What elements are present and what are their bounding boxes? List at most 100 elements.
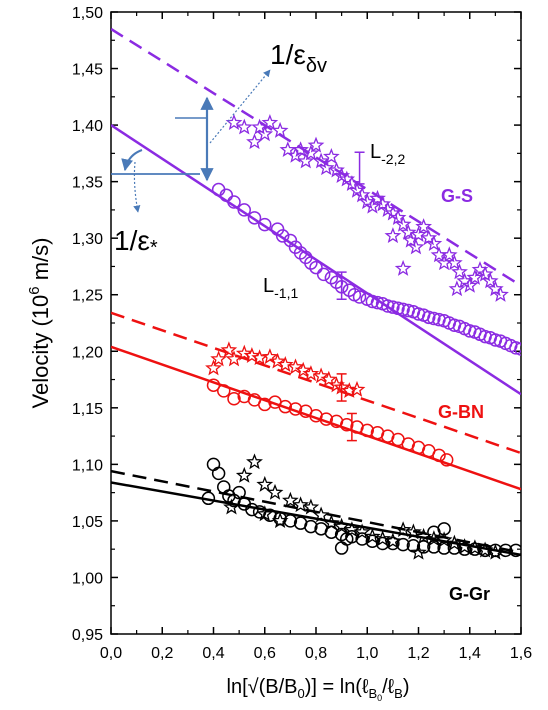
data-point-circle-ggr <box>232 485 246 500</box>
data-point-star-gbn <box>312 367 330 384</box>
data-point-circle-gs <box>422 310 436 325</box>
data-point-star-gs <box>476 265 494 282</box>
data-point-circle-ggr <box>217 480 231 494</box>
data-point-star-ggr <box>256 475 274 492</box>
data-point-star-gbn <box>302 365 320 382</box>
data-point-circle-gs <box>427 311 441 326</box>
data-point-star-ggr <box>256 505 274 522</box>
data-point-circle-gbn <box>217 384 231 398</box>
x-tick-label: 0,2 <box>151 645 173 662</box>
data-point-star-ggr <box>333 517 350 534</box>
data-point-star-ggr <box>456 538 474 555</box>
data-point-star-gs <box>246 133 263 150</box>
x-tick-label: 0,0 <box>100 645 122 662</box>
data-point-star-gs <box>415 218 432 234</box>
data-point-star-gbn <box>348 380 366 397</box>
x-axis-title-a: ln[√(B/B <box>227 676 298 698</box>
line-label-L22-main: L <box>370 141 381 163</box>
data-point-circle-ggr <box>427 540 441 554</box>
data-point-star-gs <box>353 186 371 203</box>
y-axis-title-post: m/s) <box>28 238 53 287</box>
data-point-circle-gbn <box>319 412 333 426</box>
data-point-star-gs <box>410 226 427 242</box>
data-point-star-ggr <box>323 514 340 531</box>
data-point-star-ggr <box>476 541 494 558</box>
data-point-circle-gbn <box>206 378 221 392</box>
y-axis-title-sup: 6 <box>26 286 43 294</box>
epsilon-dv-label: 1/εδv <box>270 39 327 77</box>
y-tick-label: 1,50 <box>72 5 103 22</box>
x-axis-title: ln[√(B/B0)] = ln(ℓB0/ℓB) <box>227 676 410 703</box>
epsilon-star-dotted-arrow <box>133 161 141 213</box>
data-point-star-gs <box>399 223 417 240</box>
x-axis-title-subB0-sub: 0 <box>377 693 382 703</box>
series-label-gs: G-S <box>441 186 473 206</box>
y-tick-label: 1,20 <box>72 344 103 361</box>
data-point-circle-gbn <box>360 423 374 438</box>
data-point-star-ggr <box>410 543 427 560</box>
data-point-star-gs <box>302 144 320 161</box>
data-point-star-gbn <box>220 341 238 358</box>
data-point-star-gbn <box>225 350 243 367</box>
x-tick-label: 1,0 <box>356 645 378 662</box>
data-point-circle-ggr <box>206 457 221 472</box>
data-point-circle-gs <box>386 300 400 314</box>
data-point-star-ggr <box>487 543 504 560</box>
data-point-star-gbn <box>294 361 312 378</box>
fit-lines <box>111 27 521 557</box>
epsilon-star-arrows <box>111 149 200 213</box>
series-label-gbn: G-BN <box>438 402 484 422</box>
fit-line-dashed-gbn <box>111 311 521 455</box>
data-point-star-gs <box>384 227 402 244</box>
data-point-star-gs <box>407 238 425 255</box>
data-point-star-gs <box>448 280 466 297</box>
y-axis-title-pre: Velocity (10 <box>28 295 53 409</box>
x-axis-title-subB: B <box>394 686 403 701</box>
data-point-circle-gs <box>316 267 331 282</box>
data-point-star-gbn <box>205 359 222 376</box>
y-tick-label: 1,40 <box>72 118 103 135</box>
data-point-star-gbn <box>269 352 286 369</box>
line-label-L11-main: L <box>263 275 274 297</box>
epsilon-star-label: 1/ε* <box>114 225 158 259</box>
data-point-circle-gs <box>309 260 323 275</box>
data-point-star-gs <box>343 175 361 192</box>
data-point-star-ggr <box>435 531 453 548</box>
data-point-star-gs <box>312 152 330 169</box>
data-point-star-gs <box>235 118 253 135</box>
data-point-circle-ggr <box>509 543 521 558</box>
x-tick-label: 0,4 <box>202 645 224 662</box>
data-point-circle-gs <box>329 275 344 290</box>
data-point-circle-gs <box>365 294 380 309</box>
data-point-circle-ggr <box>365 534 380 549</box>
data-point-star-gbn <box>210 350 228 367</box>
y-tick-label: 1,30 <box>72 231 103 248</box>
line-label-L11: L-1,1 <box>263 275 298 301</box>
data-point-circle-ggr <box>211 466 226 481</box>
data-point-star-ggr <box>266 483 284 500</box>
data-point-circle-ggr <box>304 519 318 534</box>
data-point-star-ggr <box>404 523 422 540</box>
data-point-circle-gbn <box>432 448 446 463</box>
epsilon-dv-main: 1/ε <box>270 39 306 70</box>
y-tick-label: 1,10 <box>72 457 103 474</box>
data-point-star-gs <box>292 141 309 158</box>
data-point-circle-gbn <box>227 392 241 406</box>
y-tick-label: 1,45 <box>72 62 103 79</box>
data-point-star-gbn <box>341 382 358 398</box>
data-point-star-gs <box>389 209 407 225</box>
data-point-circle-gbn <box>258 397 272 412</box>
data-point-star-gbn <box>261 348 279 365</box>
data-point-circle-gs <box>514 342 521 356</box>
x-axis-title-b: )] = ln(ℓ <box>305 676 369 698</box>
epsilon-dv-arrows <box>175 69 271 182</box>
data-point-star-gbn <box>243 346 261 363</box>
data-point-star-ggr <box>302 498 320 515</box>
data-point-circle-gbn <box>340 418 354 432</box>
data-point-circle-ggr <box>375 536 390 551</box>
data-point-circle-ggr <box>201 491 216 506</box>
data-point-circle-gs <box>270 222 285 236</box>
fit-line-dashed-gs <box>111 27 521 287</box>
x-axis-title-sub0: 0 <box>298 686 305 701</box>
fit-line-solid-gbn <box>111 345 521 491</box>
